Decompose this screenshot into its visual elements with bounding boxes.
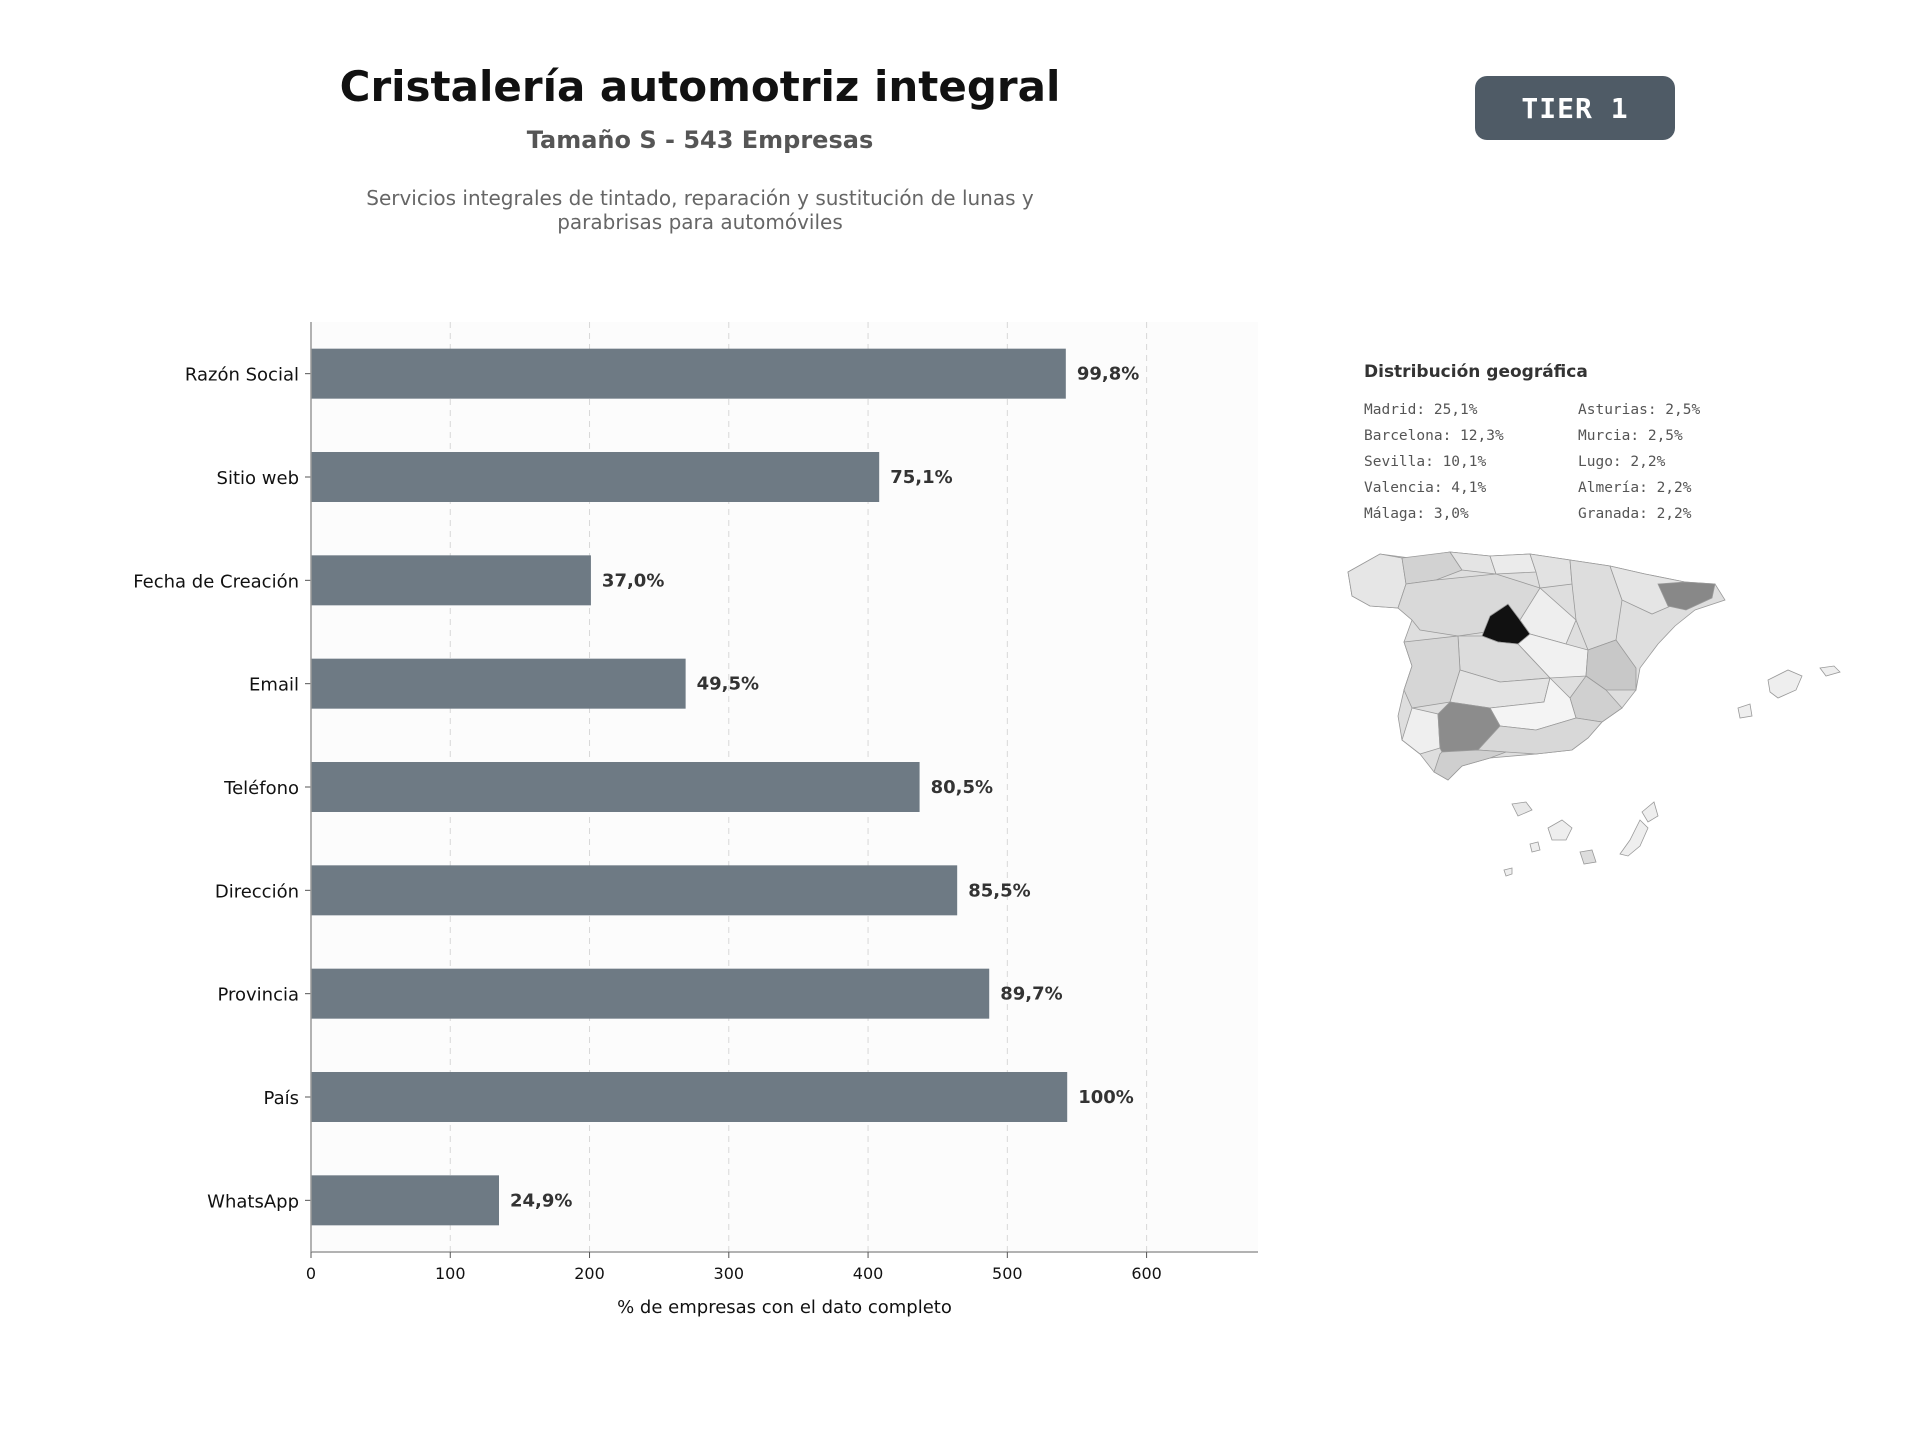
- bar: [311, 762, 920, 812]
- x-tick-label: 0: [306, 1264, 316, 1283]
- bar-data-label: 49,5%: [697, 674, 759, 695]
- category-tick-label: Sitio web: [217, 468, 299, 489]
- bar: [311, 658, 686, 709]
- geo-entry: Sevilla: 10,1%: [1364, 454, 1487, 470]
- geo-entry: Valencia: 4,1%: [1364, 480, 1487, 496]
- category-tick-label: Email: [249, 675, 299, 696]
- bar: [311, 865, 958, 916]
- bar: [311, 1072, 1068, 1122]
- map-guadalajara-region: [1519, 587, 1577, 645]
- bar-data-label: 100%: [1078, 1087, 1134, 1108]
- category-tick-label: Provincia: [217, 985, 299, 1006]
- map-mallorca-region: [1767, 669, 1803, 699]
- category-tick-label: WhatsApp: [207, 1191, 299, 1212]
- bar-data-label: 99,8%: [1077, 364, 1139, 385]
- spain-choropleth-map: [1347, 551, 1841, 877]
- category-tick-label: Razón Social: [185, 365, 299, 386]
- map-galicia-region: [1347, 553, 1407, 609]
- geo-entry: Barcelona: 12,3%: [1364, 428, 1504, 444]
- x-tick-label: 400: [853, 1264, 884, 1283]
- bar: [311, 1175, 500, 1226]
- geo-entry: Murcia: 2,5%: [1578, 428, 1683, 444]
- category-tick-label: Teléfono: [223, 778, 299, 799]
- x-tick-label: 100: [435, 1264, 466, 1283]
- bar-data-label: 85,5%: [968, 880, 1030, 901]
- chart-subtitle: Tamaño S - 543 Empresas: [526, 126, 874, 154]
- geo-entry: Granada: 2,2%: [1578, 506, 1692, 522]
- map-canary-island-region: [1547, 819, 1573, 841]
- bar: [311, 452, 880, 502]
- category-tick-label: Dirección: [215, 881, 299, 902]
- map-ibiza-region: [1737, 703, 1753, 719]
- map-asturias-region: [1401, 551, 1463, 585]
- x-tick-label: 600: [1131, 1264, 1162, 1283]
- category-tick-label: País: [264, 1088, 299, 1109]
- map-menorca-region: [1819, 665, 1841, 677]
- bar: [311, 555, 591, 606]
- map-canary-island-region: [1579, 849, 1597, 865]
- map-canary-island-region: [1529, 841, 1541, 853]
- bar: [311, 348, 1066, 399]
- geo-distribution-list: Madrid: 25,1% Asturias: 2,5% Barcelona: …: [1364, 400, 1744, 524]
- chart-description: Servicios integrales de tintado, reparac…: [366, 186, 1034, 234]
- map-barcelona-region: [1657, 581, 1716, 611]
- x-tick-label: 200: [574, 1264, 605, 1283]
- map-basque-region: [1489, 553, 1537, 575]
- map-canary-island-region: [1511, 801, 1533, 817]
- bar-data-label: 89,7%: [1000, 984, 1062, 1005]
- category-tick-label: Fecha de Creación: [133, 571, 299, 592]
- bar-data-label: 80,5%: [931, 777, 993, 798]
- chart-title: Cristalería automotriz integral: [339, 62, 1061, 111]
- map-extremadura-region: [1403, 635, 1461, 709]
- map-cadiz-malaga-region: [1433, 749, 1507, 781]
- geo-entry: Lugo: 2,2%: [1578, 454, 1666, 470]
- bar-data-label: 24,9%: [510, 1190, 572, 1211]
- bar-data-label: 75,1%: [890, 467, 952, 488]
- geo-entry: Asturias: 2,5%: [1578, 402, 1701, 418]
- tier-badge: TIER 1: [1475, 76, 1675, 140]
- map-canary-island-region: [1503, 867, 1513, 877]
- bar-data-label: 37,0%: [602, 570, 664, 591]
- geo-entry: Almería: 2,2%: [1578, 480, 1692, 496]
- geo-entry: Madrid: 25,1%: [1364, 402, 1478, 418]
- bar: [311, 968, 990, 1019]
- x-tick-label: 300: [714, 1264, 745, 1283]
- map-navarra-region: [1529, 553, 1573, 589]
- x-axis-label: % de empresas con el dato completo: [617, 1297, 952, 1318]
- map-canary-island-region: [1641, 801, 1659, 823]
- geo-distribution-title: Distribución geográfica: [1364, 362, 1588, 382]
- geo-entry: Málaga: 3,0%: [1364, 506, 1469, 522]
- x-tick-label: 500: [992, 1264, 1023, 1283]
- map-canary-island-region: [1619, 819, 1649, 857]
